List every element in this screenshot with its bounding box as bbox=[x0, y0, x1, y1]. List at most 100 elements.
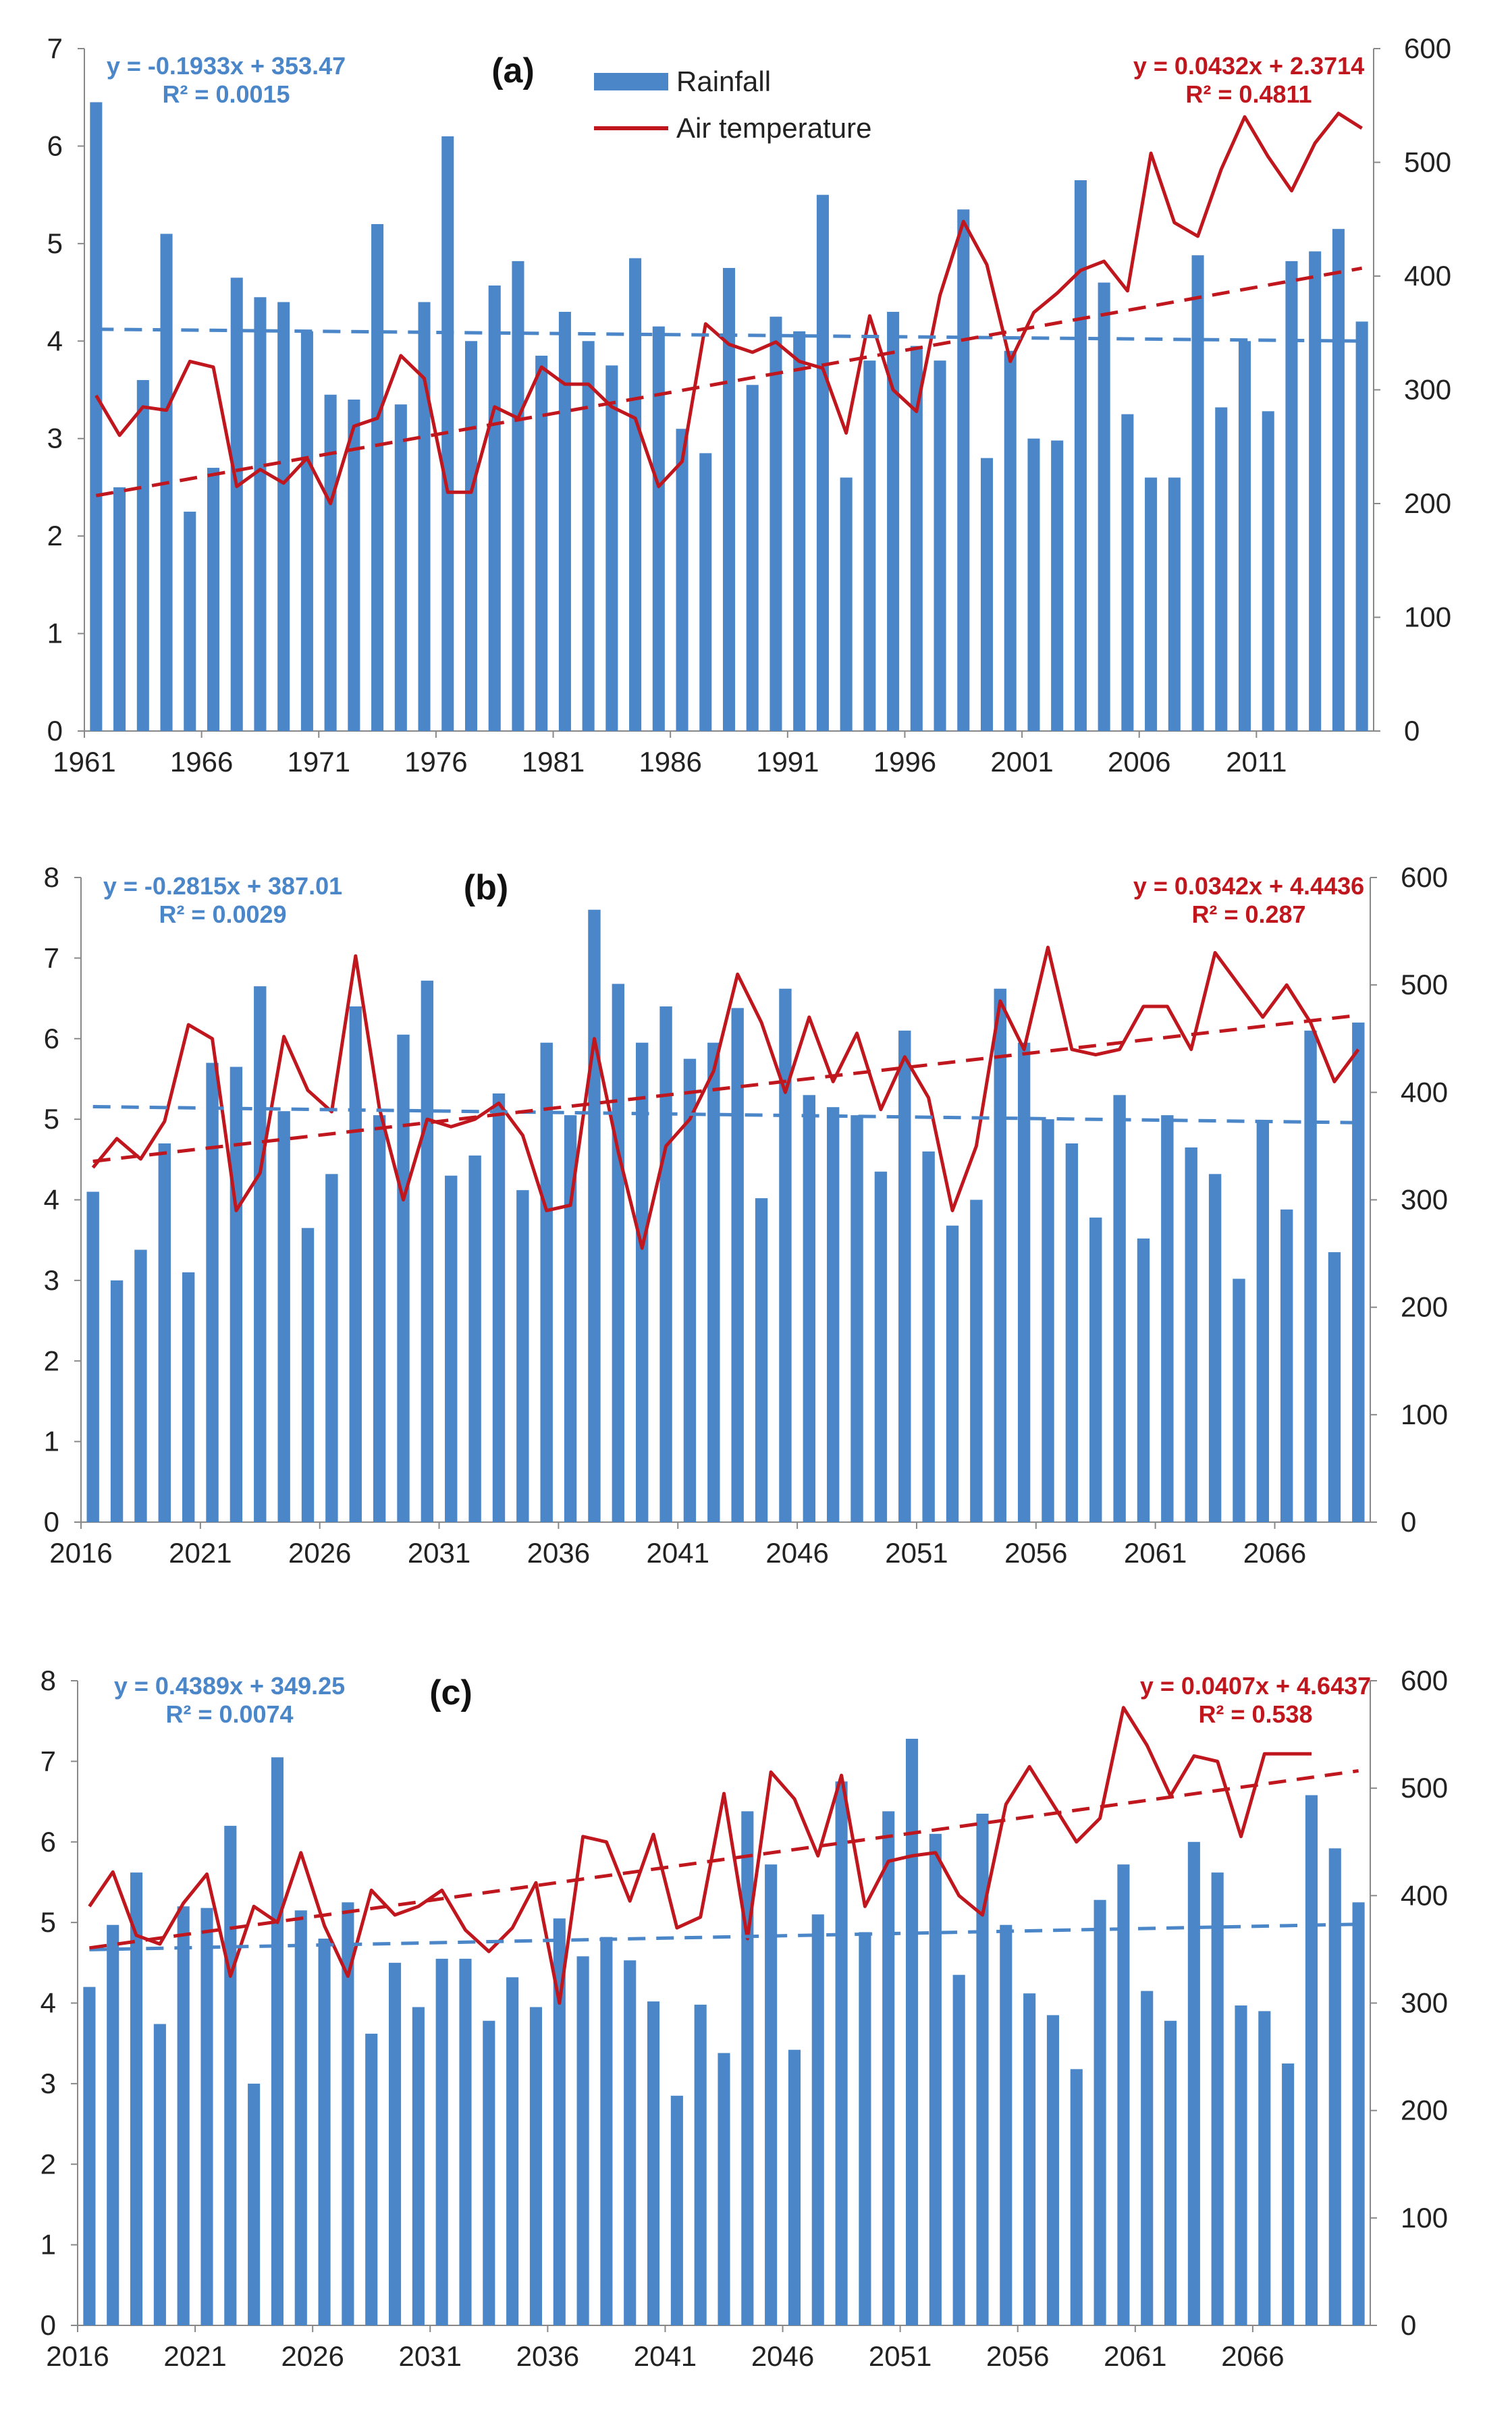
y-right-tick-label: 0 bbox=[1401, 2309, 1416, 2341]
y-left-tick-label: 3 bbox=[47, 423, 63, 454]
rainfall-bar bbox=[840, 477, 853, 731]
rainfall-bar bbox=[582, 341, 595, 731]
rainfall-bar bbox=[980, 458, 994, 731]
temperature-trend-equation: y = 0.0432x + 2.3714 bbox=[1133, 52, 1364, 80]
y-right-tick-label: 300 bbox=[1404, 374, 1451, 406]
legend-rainfall-swatch bbox=[594, 73, 668, 90]
x-tick-label: 1981 bbox=[522, 746, 585, 778]
rainfall-trendline bbox=[96, 327, 1362, 343]
rainfall-bar bbox=[755, 1198, 768, 1522]
rainfall-bar bbox=[811, 1914, 824, 2325]
x-tick-label: 2056 bbox=[1004, 1537, 1067, 1569]
rainfall-bar bbox=[910, 346, 923, 731]
rainfall-bar bbox=[976, 1813, 989, 2325]
rainfall-bar bbox=[1161, 1115, 1174, 1522]
rainfall-bar bbox=[636, 1042, 649, 1522]
rainfall-bar bbox=[1309, 251, 1322, 731]
rainfall-bar bbox=[1215, 407, 1228, 731]
y-right-tick-label: 500 bbox=[1401, 969, 1448, 1000]
rainfall-bar bbox=[1121, 414, 1134, 731]
x-tick-label: 2006 bbox=[1108, 746, 1170, 778]
rainfall-bar bbox=[206, 1062, 219, 1522]
x-tick-label: 2031 bbox=[399, 2340, 462, 2372]
rainfall-bar bbox=[1328, 1848, 1341, 2325]
rainfall-bar bbox=[699, 453, 712, 731]
y-right-tick-label: 200 bbox=[1404, 487, 1451, 519]
y-right-tick-label: 100 bbox=[1404, 601, 1451, 633]
rainfall-bar bbox=[271, 1757, 284, 2325]
y-left-tick-label: 4 bbox=[47, 325, 63, 356]
y-right-tick-label: 200 bbox=[1401, 1291, 1448, 1323]
rainfall-bar bbox=[324, 394, 337, 731]
rainfall-bar bbox=[1238, 341, 1251, 731]
rainfall-bar bbox=[182, 1272, 195, 1522]
rainfall-bar bbox=[294, 1910, 307, 2325]
rainfall-bar bbox=[459, 1958, 472, 2325]
rainfall-bar bbox=[600, 1937, 613, 2325]
rainfall-bar bbox=[670, 2095, 683, 2325]
y-left-tick-label: 3 bbox=[40, 2068, 56, 2099]
rainfall-bar bbox=[1352, 1902, 1365, 2325]
rainfall-bar bbox=[153, 2024, 166, 2325]
rainfall-bar bbox=[394, 404, 407, 731]
rainfall-bar bbox=[1304, 1030, 1317, 1522]
rainfall-bar bbox=[683, 1058, 697, 1522]
y-right-tick-label: 600 bbox=[1401, 861, 1448, 893]
rainfall-bar bbox=[207, 468, 220, 731]
rainfall-bar bbox=[488, 285, 501, 731]
rainfall-bar bbox=[765, 1864, 778, 2325]
rainfall-bar bbox=[629, 258, 642, 731]
y-left-tick-label: 5 bbox=[47, 227, 63, 259]
x-tick-label: 1991 bbox=[756, 746, 819, 778]
rainfall-bar bbox=[676, 429, 688, 731]
rainfall-bar bbox=[435, 1958, 448, 2325]
rainfall-bar bbox=[540, 1042, 553, 1522]
y-left-tick-label: 8 bbox=[40, 1665, 56, 1696]
rainfall-bar bbox=[301, 1228, 315, 1522]
y-left-tick-label: 0 bbox=[47, 715, 63, 747]
y-left-tick-label: 5 bbox=[40, 1906, 56, 1938]
x-tick-label: 2041 bbox=[634, 2340, 697, 2372]
y-right-tick-label: 0 bbox=[1404, 715, 1420, 747]
rainfall-bar bbox=[506, 1977, 519, 2325]
y-right-tick-label: 300 bbox=[1401, 1184, 1448, 1216]
x-tick-label: 2016 bbox=[46, 2340, 109, 2372]
rainfall-bar bbox=[224, 1825, 237, 2325]
rainfall-bar bbox=[1094, 1899, 1106, 2325]
x-tick-label: 2016 bbox=[49, 1537, 112, 1569]
y-left-tick-label: 6 bbox=[40, 1826, 56, 1858]
rainfall-bar bbox=[1256, 1120, 1270, 1522]
rainfall-bar bbox=[248, 2083, 261, 2325]
rainfall-bar bbox=[731, 1008, 744, 1522]
panel-a: 0 1 2 3 4 5 6 7 0 100 200 300 400 500 600 1961 1966 1971 1… bbox=[47, 32, 1451, 778]
rainfall-bar bbox=[254, 986, 267, 1522]
temperature-trendline bbox=[92, 1013, 1359, 1163]
rainfall-bar bbox=[1027, 438, 1040, 731]
y-left-tick-label: 7 bbox=[40, 1745, 56, 1777]
rainfall-bar bbox=[1235, 2005, 1247, 2325]
rainfall-bar bbox=[1280, 1209, 1293, 1522]
rainfall-bar bbox=[553, 1918, 566, 2325]
rainfall-bar bbox=[277, 302, 290, 731]
rainfall-bar bbox=[1141, 1991, 1154, 2325]
rainfall-bar bbox=[1000, 1924, 1013, 2325]
rainfall-bar bbox=[558, 311, 571, 731]
rainfall-bar bbox=[624, 1960, 637, 2325]
y-left-tick-label: 6 bbox=[47, 130, 63, 161]
x-tick-label: 2041 bbox=[647, 1537, 709, 1569]
rainfall-bar bbox=[605, 365, 618, 731]
y-right-tick-label: 400 bbox=[1404, 260, 1451, 292]
y-left-tick-label: 2 bbox=[40, 2148, 56, 2180]
y-left-tick-label: 2 bbox=[44, 1345, 59, 1376]
rainfall-bar bbox=[1046, 2015, 1060, 2325]
y-left-tick-label: 8 bbox=[44, 861, 59, 893]
rainfall-bar bbox=[349, 1006, 362, 1522]
x-tick-label: 1961 bbox=[53, 746, 115, 778]
rainfall-bar bbox=[1282, 2063, 1295, 2325]
temperature-trendline bbox=[95, 266, 1363, 497]
rainfall-bar bbox=[371, 223, 384, 731]
rainfall-bar bbox=[741, 1811, 754, 2325]
panel-b: 0 1 2 3 4 5 6 7 8 0 100 200 300 400 500 600 2016 2021 2026… bbox=[44, 861, 1448, 1569]
y-right-tick-label: 600 bbox=[1404, 32, 1451, 64]
